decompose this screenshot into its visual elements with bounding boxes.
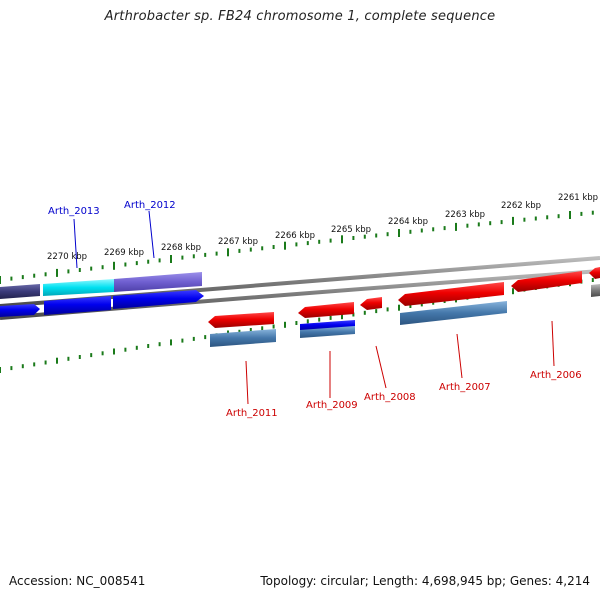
kbp-label: 2270 kbp xyxy=(47,252,87,262)
kbp-label: 2262 kbp xyxy=(501,201,541,211)
leader-arth-2013 xyxy=(73,218,78,269)
leader-arth-2007 xyxy=(456,333,463,379)
gene-label-arth-2013: Arth_2013 xyxy=(48,206,100,217)
cds-reverse-arth-2011 xyxy=(208,312,274,328)
map-title: Arthrobacter sp. FB24 chromosome 1, comp… xyxy=(104,9,496,24)
leader-arth-2008 xyxy=(375,345,387,389)
cds-forward-arth-2012 xyxy=(113,290,204,309)
cds-reverse-arth-2008 xyxy=(360,297,382,310)
outer-scale-ticks xyxy=(0,210,594,284)
leader-arth-2011 xyxy=(245,360,249,405)
forward-gene-labels: Arth_2013 Arth_2012 xyxy=(48,200,176,217)
cds-reverse-arth-2009 xyxy=(298,302,354,318)
kbp-label: 2263 kbp xyxy=(445,210,485,220)
reverse-gene-labels: Arth_2011 Arth_2009 Arth_2008 Arth_2007 … xyxy=(226,370,582,419)
gene-label-arth-2011: Arth_2011 xyxy=(226,408,278,419)
cds-forward-left xyxy=(0,304,40,317)
kbp-label: 2261 kbp xyxy=(558,193,598,203)
leader-arth-2006 xyxy=(551,320,555,367)
gene-reverse-arth-2009-cds xyxy=(300,320,355,331)
kbp-label: 2264 kbp xyxy=(388,217,428,227)
kbp-label: 2265 kbp xyxy=(331,225,371,235)
gene-label-arth-2012: Arth_2012 xyxy=(124,200,176,211)
forward-features xyxy=(0,272,600,317)
kbp-label: 2266 kbp xyxy=(275,231,315,241)
kbp-label: 2268 kbp xyxy=(161,243,201,253)
gene-label-arth-2008: Arth_2008 xyxy=(364,392,416,403)
gene-forward-arth-2012 xyxy=(114,272,202,292)
gene-forward-arth-2013 xyxy=(43,279,114,296)
gene-forward-right-edge xyxy=(591,284,600,297)
gene-label-arth-2007: Arth_2007 xyxy=(439,382,491,393)
gene-forward-left xyxy=(0,284,40,299)
gene-reverse-arth-2007 xyxy=(400,301,507,325)
cds-forward-arth-2013 xyxy=(44,296,111,315)
kbp-label: 2267 kbp xyxy=(218,237,258,247)
gene-reverse-arth-2011 xyxy=(210,329,276,347)
kbp-label: 2269 kbp xyxy=(104,248,144,258)
cds-reverse-arth-2006 xyxy=(511,271,582,292)
cds-reverse-right-edge xyxy=(589,267,600,279)
gene-label-arth-2006: Arth_2006 xyxy=(530,370,582,381)
accession-text: Accession: NC_008541 xyxy=(9,574,146,588)
kbp-labels: 2270 kbp 2269 kbp 2268 kbp 2267 kbp 2266… xyxy=(47,193,598,262)
gene-label-arth-2009: Arth_2009 xyxy=(306,400,358,411)
reverse-features xyxy=(208,267,600,347)
summary-text: Topology: circular; Length: 4,698,945 bp… xyxy=(260,574,590,588)
forward-leader-lines xyxy=(73,210,155,269)
gene-reverse-arth-2009 xyxy=(300,326,355,338)
cds-reverse-arth-2007 xyxy=(398,282,504,306)
leader-arth-2012 xyxy=(148,210,155,259)
reverse-leader-lines xyxy=(245,320,555,405)
